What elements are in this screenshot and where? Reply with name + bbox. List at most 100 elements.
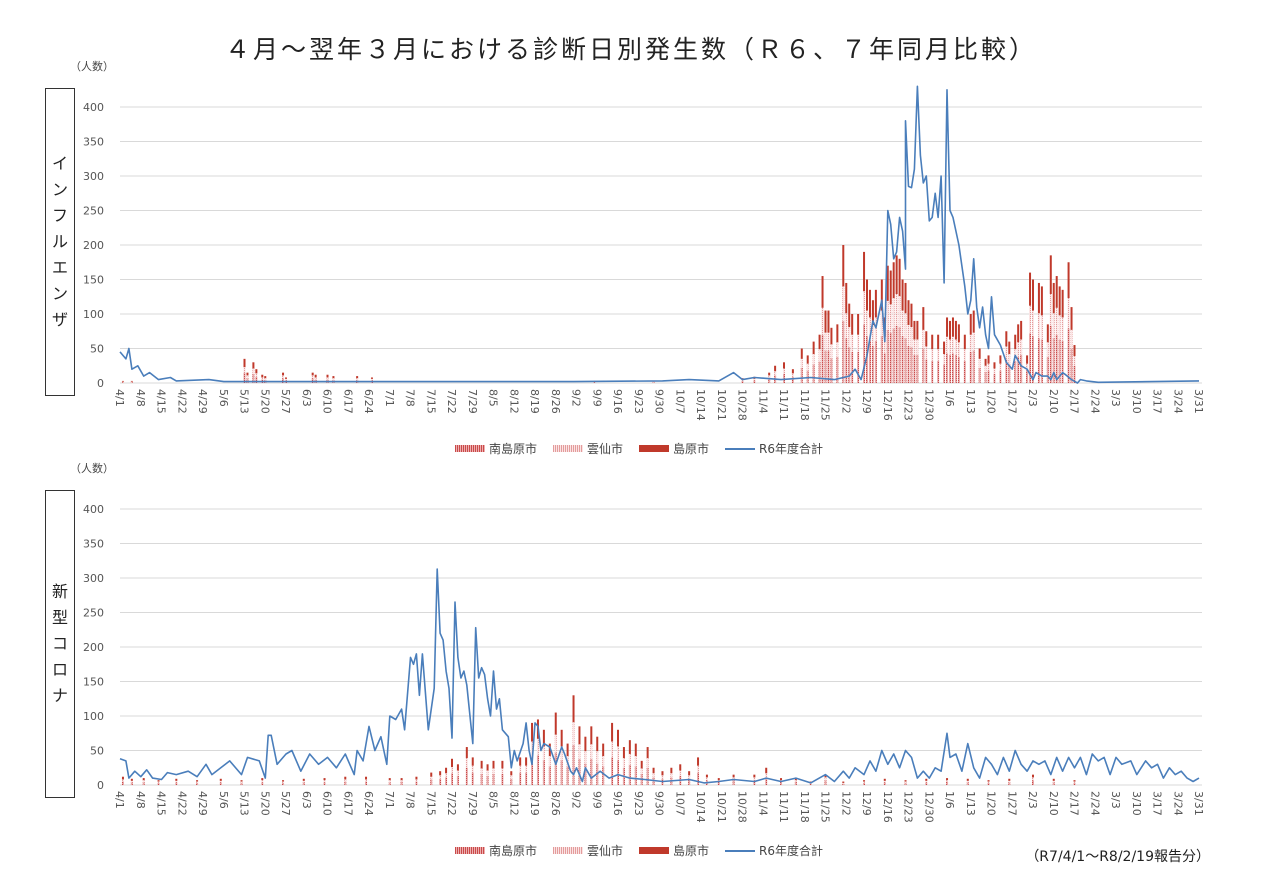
bar-雲仙市 bbox=[868, 317, 871, 341]
bar-島原市 bbox=[1005, 331, 1008, 347]
bar-雲仙市 bbox=[1020, 339, 1023, 355]
bar-島原市 bbox=[1008, 341, 1011, 355]
panel-label-char: イ bbox=[51, 154, 68, 173]
x-tick-label: 1/20 bbox=[985, 791, 998, 816]
bar-雲仙市 bbox=[987, 363, 990, 371]
legend-label: 南島原市 bbox=[489, 844, 538, 858]
bar-雲仙市 bbox=[332, 378, 335, 381]
bar-島原市 bbox=[1032, 279, 1034, 311]
bar-南島原市 bbox=[821, 334, 824, 383]
bar-南島原市 bbox=[904, 338, 907, 383]
bar-南島原市 bbox=[1055, 334, 1058, 383]
bar-南島原市 bbox=[741, 380, 744, 383]
x-tick-label: 7/15 bbox=[424, 389, 437, 414]
bar-南島原市 bbox=[827, 350, 830, 383]
bar-雲仙市 bbox=[323, 780, 326, 783]
x-tick-label: 9/9 bbox=[590, 389, 603, 407]
bar-島原市 bbox=[1040, 286, 1043, 316]
x-tick-label: 8/19 bbox=[528, 389, 541, 414]
bar-島原市 bbox=[584, 736, 587, 752]
bar-島原市 bbox=[880, 279, 883, 311]
x-tick-label: 5/6 bbox=[217, 791, 230, 809]
bar-島原市 bbox=[531, 722, 534, 742]
panel-label-char: ン bbox=[51, 284, 68, 303]
x-tick-label: 10/14 bbox=[694, 389, 707, 421]
x-tick-label: 1/13 bbox=[964, 791, 977, 816]
bar-南島原市 bbox=[791, 376, 794, 383]
bar-南島原市 bbox=[1070, 348, 1073, 383]
bar-雲仙市 bbox=[753, 777, 756, 781]
bar-南島原市 bbox=[1026, 370, 1029, 383]
bar-雲仙市 bbox=[954, 339, 957, 355]
bar-雲仙市 bbox=[302, 780, 305, 783]
x-tick-label: 6/10 bbox=[321, 389, 334, 414]
bar-島原市 bbox=[765, 767, 768, 774]
bar-雲仙市 bbox=[901, 310, 904, 337]
bar-南島原市 bbox=[365, 781, 368, 785]
bar-南島原市 bbox=[430, 779, 433, 785]
bar-島原市 bbox=[157, 780, 160, 782]
bar-雲仙市 bbox=[365, 779, 368, 782]
bar-雲仙市 bbox=[937, 349, 940, 361]
bar-雲仙市 bbox=[904, 781, 907, 783]
x-tick-label: 10/21 bbox=[715, 389, 728, 421]
x-tick-label: 8/5 bbox=[487, 791, 500, 809]
bar-南島原市 bbox=[848, 347, 851, 383]
bar-雲仙市 bbox=[243, 367, 246, 373]
bar-島原市 bbox=[400, 778, 403, 781]
bar-南島原市 bbox=[957, 356, 960, 383]
bar-島原市 bbox=[445, 767, 448, 774]
bar-雲仙市 bbox=[486, 770, 489, 777]
bar-島原市 bbox=[285, 377, 287, 379]
bar-南島原市 bbox=[439, 778, 442, 785]
x-tick-label: 2/17 bbox=[1068, 389, 1081, 414]
bar-雲仙市 bbox=[1052, 313, 1055, 339]
bar-南島原市 bbox=[548, 766, 551, 785]
bar-島原市 bbox=[1055, 276, 1058, 308]
bar-雲仙市 bbox=[863, 781, 866, 783]
bar-南島原市 bbox=[842, 320, 845, 383]
bar-南島原市 bbox=[1017, 356, 1020, 383]
x-tick-label: 4/29 bbox=[196, 389, 209, 414]
x-tick-label: 6/24 bbox=[362, 791, 375, 816]
bar-南島原市 bbox=[415, 781, 418, 785]
bar-雲仙市 bbox=[261, 780, 264, 783]
y-tick-label: 0 bbox=[97, 377, 104, 390]
x-tick-label: 12/9 bbox=[860, 791, 873, 816]
bar-雲仙市 bbox=[1029, 305, 1032, 334]
legend-item: R6年度合計 bbox=[725, 842, 823, 859]
bar-雲仙市 bbox=[824, 332, 827, 351]
bar-島原市 bbox=[842, 245, 845, 287]
legend-label: 島原市 bbox=[673, 844, 710, 858]
x-tick-label: 7/1 bbox=[383, 791, 396, 809]
legend-label: 南島原市 bbox=[489, 442, 538, 456]
bar-島原市 bbox=[264, 376, 267, 379]
bar-島原市 bbox=[130, 778, 133, 781]
bar-島原市 bbox=[640, 760, 643, 769]
x-tick-label: 3/24 bbox=[1171, 389, 1184, 414]
bar-島原市 bbox=[388, 778, 391, 781]
bar-島原市 bbox=[966, 778, 969, 781]
bar-島原市 bbox=[818, 334, 821, 350]
x-tick-label: 8/12 bbox=[507, 389, 520, 414]
bar-南島原市 bbox=[874, 340, 877, 383]
bar-南島原市 bbox=[842, 783, 845, 785]
bar-南島原市 bbox=[121, 781, 124, 785]
bar-雲仙市 bbox=[1049, 293, 1052, 326]
y-tick-label: 150 bbox=[83, 274, 104, 287]
x-tick-label: 1/6 bbox=[943, 389, 956, 407]
bar-雲仙市 bbox=[794, 780, 797, 782]
bar-雲仙市 bbox=[400, 780, 403, 782]
bar-南島原市 bbox=[871, 345, 874, 383]
bar-島原市 bbox=[717, 778, 720, 781]
y-tick-label: 200 bbox=[83, 239, 104, 252]
x-tick-label: 4/1 bbox=[113, 791, 126, 809]
bar-島原市 bbox=[774, 365, 777, 372]
bar-島原市 bbox=[240, 780, 243, 782]
bar-雲仙市 bbox=[590, 744, 593, 759]
bar-島原市 bbox=[430, 772, 433, 777]
x-tick-label: 9/30 bbox=[653, 389, 666, 414]
bar-島原市 bbox=[451, 758, 453, 768]
bar-南島原市 bbox=[566, 766, 569, 785]
bar-南島原市 bbox=[972, 350, 975, 383]
